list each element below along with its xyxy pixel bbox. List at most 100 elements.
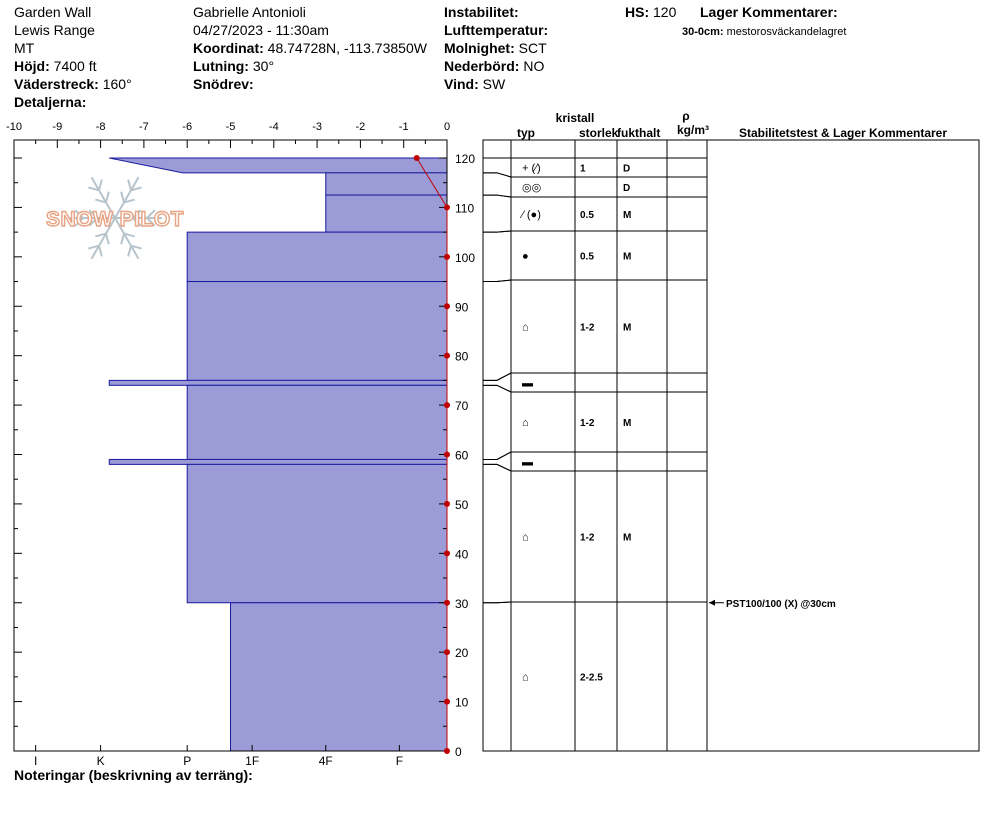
hardness-label: K	[97, 754, 105, 768]
hs-label: HS:	[625, 4, 650, 20]
hs: 120	[653, 4, 677, 20]
coord-label: Koordinat:	[193, 40, 264, 56]
moisture-value: M	[623, 418, 631, 429]
hardness-layer	[186, 463, 448, 604]
temperature-point	[444, 303, 450, 310]
snowflake-branch	[98, 179, 103, 191]
airtemp-label: Lufttemperatur:	[444, 22, 549, 38]
elevation-label: Höjd:	[14, 58, 50, 74]
instability-label: Instabilitet:	[444, 4, 519, 20]
hardness-layer	[230, 602, 448, 752]
layer-connector	[483, 172, 512, 178]
snowflake-branch	[95, 232, 107, 238]
observer: Gabrielle Antonioli	[193, 4, 306, 20]
wind-label: Vind:	[444, 76, 479, 92]
hardness-label: I	[34, 754, 37, 768]
layer-connector	[483, 372, 512, 381]
header-type: typ	[517, 126, 535, 140]
table-frame	[482, 139, 980, 752]
temperature-point	[413, 155, 420, 161]
snowflake-arm	[114, 217, 140, 260]
aspect-label: Väderstreck:	[14, 76, 99, 92]
depth-tick-label: 20	[455, 646, 469, 660]
grain-size: 1-2	[580, 533, 595, 544]
temperature-point	[444, 649, 450, 656]
elevation: 7400 ft	[53, 58, 97, 74]
temperature-point	[444, 402, 450, 409]
precip: NO	[523, 58, 545, 74]
hardness-layer	[186, 231, 448, 283]
grain-type-symbol: ⌂	[522, 417, 529, 429]
hardness-label: 1F	[245, 754, 259, 768]
grain-type-symbol: ●	[522, 251, 529, 263]
layer-connector	[483, 194, 512, 198]
details-label: Detaljerna:	[14, 94, 87, 110]
grain-size: 1-2	[580, 323, 595, 334]
snowflake-branch	[74, 209, 84, 219]
header-size: storlek	[579, 126, 619, 140]
temperature-point	[444, 204, 450, 211]
snowflake-branch	[123, 232, 135, 238]
grain-size: 0.5	[580, 210, 594, 221]
snowflake-branch	[88, 244, 100, 250]
snowflake-branch	[132, 209, 142, 219]
hardness-label: F	[396, 754, 403, 768]
cloud-label: Molnighet:	[444, 40, 515, 56]
snowflake-branch	[98, 245, 103, 257]
grain-type-symbol: ⁄ (●)	[519, 209, 541, 221]
temp-tick-label: -1	[399, 121, 409, 133]
hardness-layer	[325, 172, 448, 196]
precip-label: Nederbörd:	[444, 58, 520, 74]
moisture-value: M	[623, 252, 631, 263]
temp-tick-label: -7	[139, 121, 149, 133]
depth-tick-label: 120	[455, 152, 475, 166]
snowflake-branch	[105, 233, 110, 245]
grain-type-symbol: ⌂	[522, 322, 529, 334]
moisture-value: D	[623, 164, 630, 175]
layer-comment-text: mestorosväckandelagret	[726, 26, 847, 38]
temperature-point	[444, 698, 450, 705]
grain-size: 1-2	[580, 418, 595, 429]
slope-label: Lutning:	[193, 58, 249, 74]
notes-label: Noteringar (beskrivning av terräng):	[14, 767, 253, 783]
drift-label: Snödrev:	[193, 76, 254, 92]
moisture-value: M	[623, 323, 631, 334]
hardness-layer	[108, 379, 448, 386]
snowflake-branch	[127, 245, 132, 257]
snowflake-branch	[146, 209, 156, 219]
depth-tick-label: 60	[455, 449, 469, 463]
snowflake-icon	[68, 176, 162, 260]
snowpilot-watermark: SNOW PILOT	[45, 176, 184, 260]
layer-connector	[483, 601, 512, 604]
depth-tick-label: 50	[455, 498, 469, 512]
snowflake-arm	[90, 217, 116, 260]
temp-tick-label: -6	[182, 121, 192, 133]
header-crystal: kristall	[556, 111, 595, 125]
temp-tick-label: -3	[312, 121, 322, 133]
temperature-point	[444, 748, 450, 754]
coord: 48.74728N, -113.73850W	[267, 40, 427, 56]
grain-size: 0.5	[580, 252, 594, 263]
depth-tick-label: 70	[455, 399, 469, 413]
snowflake-branch	[130, 186, 142, 192]
hardness-layer	[186, 281, 448, 381]
header-stability: Stabilitetstest & Lager Kommentarer	[739, 126, 947, 140]
watermark-text: SNOW PILOT	[46, 208, 184, 231]
snowflake-branch	[123, 198, 135, 204]
snowflake-branch	[127, 179, 132, 191]
depth-tick-label: 110	[455, 201, 474, 215]
grain-type-symbol: + (⁄)	[522, 163, 541, 175]
snowflake-branch	[88, 217, 98, 227]
hardness-layer	[186, 384, 448, 460]
temp-tick-label: -4	[269, 121, 279, 133]
layer-connector	[483, 172, 512, 178]
layer-connector	[483, 372, 512, 381]
cloud: SCT	[518, 40, 547, 56]
layer-connector	[483, 230, 512, 233]
moisture-value: D	[623, 183, 630, 194]
depth-tick-label: 10	[455, 696, 469, 710]
temp-tick-label: -10	[6, 121, 22, 133]
snowflake-branch	[105, 191, 110, 203]
snowflake-branch	[74, 217, 84, 227]
